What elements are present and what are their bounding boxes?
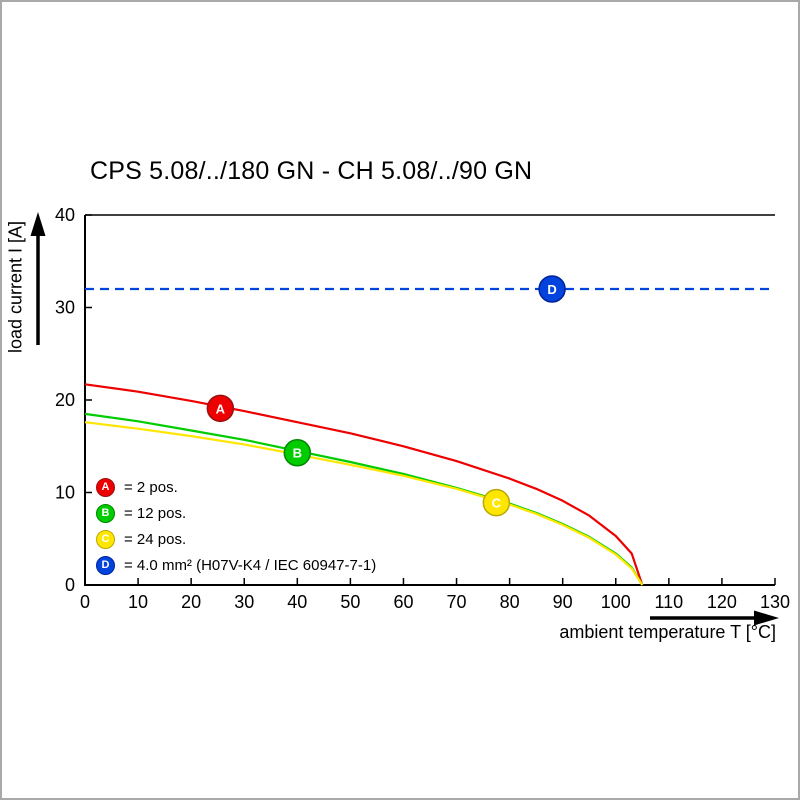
y-axis-arrow-head: [30, 212, 46, 236]
curve-marker-letter-b: B: [293, 446, 302, 461]
legend-label-d: = 4.0 mm² (H07V-K4 / IEC 60947-7-1): [124, 557, 377, 574]
chart-title: CPS 5.08/../180 GN - CH 5.08/../90 GN: [90, 157, 533, 185]
curve-marker-letter-d: D: [547, 282, 556, 297]
x-axis-arrow-head: [754, 610, 779, 626]
series-curve-c: [84, 421, 644, 586]
legend-marker-c: C: [96, 530, 115, 549]
x-tick-label: 80: [500, 592, 520, 612]
x-tick-label: 50: [340, 592, 360, 612]
x-tick-label: 30: [234, 592, 254, 612]
x-tick-label: 110: [654, 592, 683, 612]
y-tick-label: 10: [55, 483, 75, 503]
x-tick-label: 120: [707, 592, 737, 612]
curve-marker-letter-a: A: [216, 401, 226, 416]
legend-item-d: D = 4.0 mm² (H07V-K4 / IEC 60947-7-1): [96, 556, 376, 575]
legend-marker-b: B: [96, 504, 115, 523]
curve-marker-d: [538, 275, 566, 303]
y-tick-label: 40: [55, 205, 75, 225]
legend-letter-c: C: [101, 533, 110, 545]
curve-marker-b: [283, 438, 312, 467]
legend-label-b: = 12 pos.: [124, 505, 187, 522]
x-tick-label: 70: [447, 592, 467, 612]
x-axis-title: ambient temperature T [°C]: [559, 622, 776, 642]
x-tick-label: 0: [80, 592, 90, 612]
x-tick-label: 100: [601, 592, 631, 612]
x-tick-label: 90: [553, 592, 573, 612]
legend-item-b: B = 12 pos.: [96, 504, 376, 523]
y-axis-title: load current I [A]: [5, 220, 26, 354]
legend-marker-d: D: [96, 556, 115, 575]
x-tick-label: 40: [287, 592, 307, 612]
x-tick-label: 130: [760, 592, 790, 612]
y-tick-label: 30: [55, 298, 75, 318]
y-tick-label: 20: [55, 390, 75, 410]
legend-letter-d: D: [101, 559, 110, 571]
x-tick-label: 20: [181, 592, 201, 612]
legend-label-a: = 2 pos.: [124, 479, 178, 496]
curve-marker-a: [206, 394, 235, 423]
x-tick-label: 10: [128, 592, 148, 612]
x-tick-label: 60: [393, 592, 413, 612]
legend-label-c: = 24 pos.: [124, 531, 187, 548]
legend-letter-a: A: [101, 481, 110, 493]
legend-item-a: A = 2 pos.: [96, 478, 376, 497]
legend-letter-b: B: [101, 507, 110, 519]
curve-marker-letter-c: C: [492, 496, 502, 511]
curve-marker-c: [482, 488, 511, 517]
legend-item-c: C = 24 pos.: [96, 530, 376, 549]
legend-marker-a: A: [96, 478, 115, 497]
y-tick-label: 0: [65, 575, 75, 595]
legend: A = 2 pos. B = 12 pos. C = 24 pos. D = 4…: [96, 478, 376, 575]
